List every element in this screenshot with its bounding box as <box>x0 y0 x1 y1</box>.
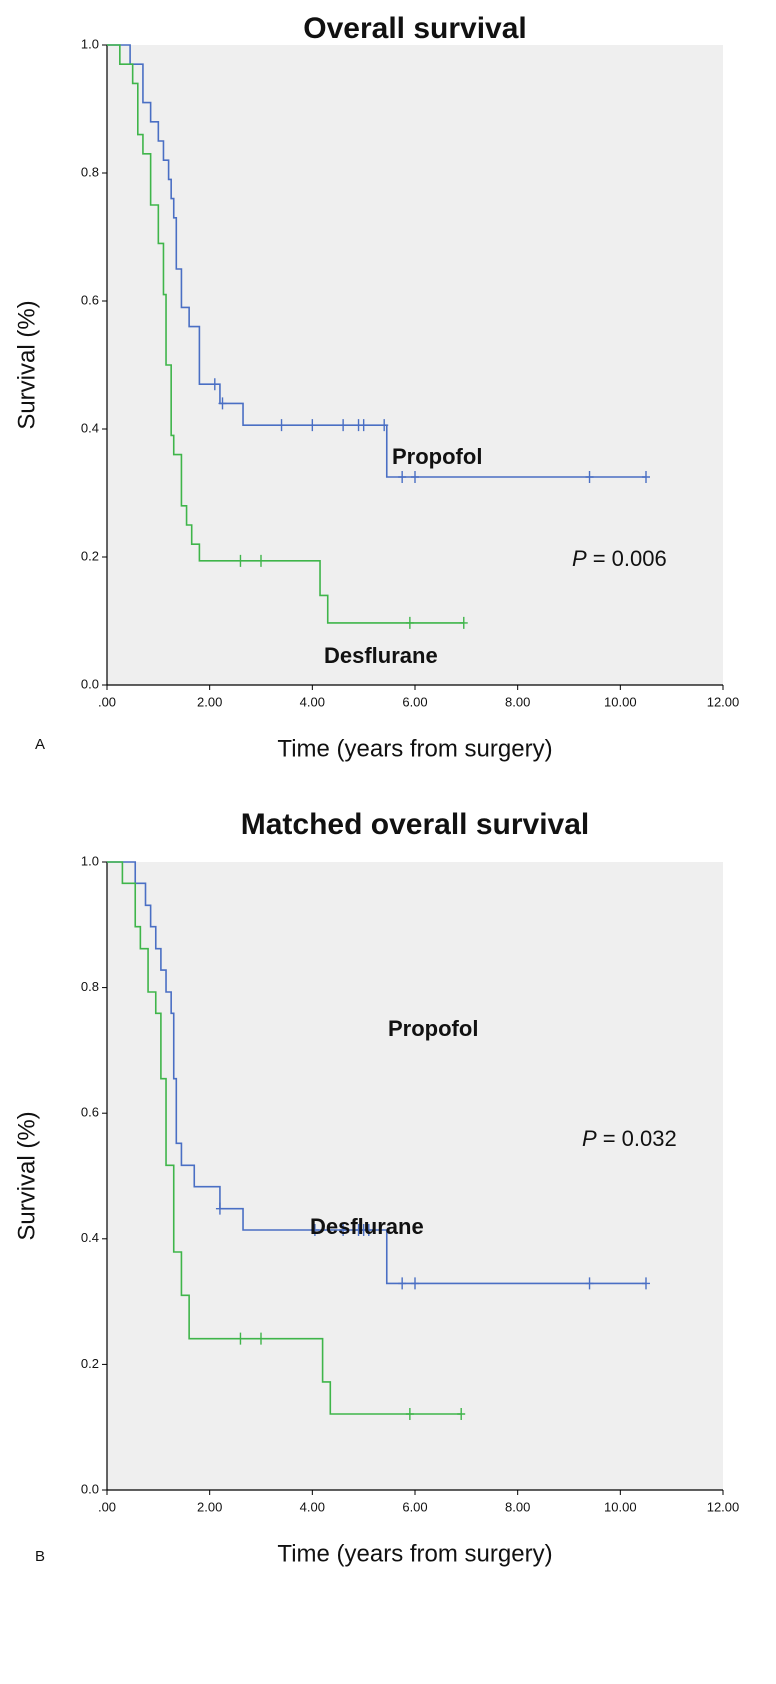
p-value: P = 0.006 <box>572 546 667 571</box>
y-tick-label: 0.2 <box>81 1356 99 1371</box>
x-tick-label: .00 <box>98 1499 116 1514</box>
x-tick-label: .00 <box>98 694 116 709</box>
censor-mark <box>257 1332 265 1345</box>
x-tick-label: 6.00 <box>402 694 427 709</box>
series-label: Desflurane <box>324 643 438 668</box>
x-tick-label: 8.00 <box>505 1499 530 1514</box>
censor-mark <box>642 1277 650 1290</box>
series-label: Propofol <box>392 444 482 469</box>
plot-background <box>107 45 723 685</box>
censor-mark <box>459 616 468 629</box>
y-tick-label: 0.8 <box>81 164 99 179</box>
p-value: P = 0.032 <box>582 1126 677 1151</box>
series-label: Desflurane <box>310 1214 424 1239</box>
x-axis-title: Time (years from surgery) <box>277 1540 552 1567</box>
censor-mark <box>411 471 419 483</box>
y-tick-label: 0.0 <box>81 1481 99 1496</box>
censor-mark <box>308 419 317 432</box>
p-symbol: P <box>572 546 587 571</box>
y-tick-label: 0.6 <box>81 1105 99 1120</box>
chart-title: Matched overall survival <box>241 808 590 841</box>
survival-curve <box>107 44 646 478</box>
censor-mark <box>236 554 245 567</box>
censor-mark <box>398 1277 407 1290</box>
x-tick-label: 12.00 <box>707 1499 740 1514</box>
series-label: Propofol <box>388 1016 478 1041</box>
censor-mark <box>215 1202 224 1215</box>
panel-label: A <box>35 736 45 753</box>
y-axis-title: Survival (%) <box>13 1111 40 1240</box>
chart-title: Overall survival <box>303 12 526 45</box>
censor-mark <box>585 471 594 483</box>
panel-label: B <box>35 1548 45 1565</box>
censor-mark <box>257 554 265 567</box>
y-tick-label: 0.0 <box>81 676 99 691</box>
censor-mark <box>277 419 286 432</box>
x-tick-label: 4.00 <box>300 1499 325 1514</box>
censor-mark <box>405 1408 414 1421</box>
survival-curve <box>107 44 464 624</box>
x-tick-label: 10.00 <box>604 694 637 709</box>
censor-mark <box>642 471 650 483</box>
p-text: = 0.032 <box>603 1126 677 1151</box>
x-tick-label: 2.00 <box>197 1499 222 1514</box>
y-tick-label: 0.4 <box>81 420 99 435</box>
x-tick-label: 8.00 <box>505 694 530 709</box>
y-tick-label: 0.6 <box>81 292 99 307</box>
censor-mark <box>339 1224 348 1237</box>
censor-mark <box>585 1277 594 1290</box>
y-tick-label: 0.8 <box>81 979 99 994</box>
censor-mark <box>339 419 348 432</box>
censor-mark <box>380 419 389 432</box>
p-symbol: P <box>582 1126 597 1151</box>
censor-mark <box>236 1332 245 1345</box>
y-tick-label: 0.4 <box>81 1230 99 1245</box>
p-text: = 0.006 <box>593 546 667 571</box>
plot-background <box>107 862 723 1490</box>
x-axis-title: Time (years from surgery) <box>277 735 552 762</box>
censor-mark <box>457 1408 466 1421</box>
y-tick-label: 1.0 <box>81 853 99 868</box>
censor-mark <box>210 378 219 391</box>
y-tick-label: 0.2 <box>81 548 99 563</box>
survival-curve <box>107 861 462 1415</box>
y-tick-label: 1.0 <box>81 36 99 51</box>
y-axis-title: Survival (%) <box>13 300 40 429</box>
censor-mark <box>398 471 407 483</box>
censor-mark <box>364 1224 373 1237</box>
x-tick-label: 10.00 <box>604 1499 637 1514</box>
x-tick-label: 6.00 <box>402 1499 427 1514</box>
censor-mark <box>359 419 368 432</box>
censor-mark <box>218 397 227 410</box>
censor-mark <box>411 1277 419 1290</box>
x-tick-label: 12.00 <box>707 694 740 709</box>
x-tick-label: 2.00 <box>197 694 222 709</box>
censor-mark <box>310 1224 319 1237</box>
x-tick-label: 4.00 <box>300 694 325 709</box>
censor-mark <box>405 616 414 629</box>
